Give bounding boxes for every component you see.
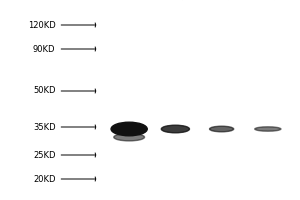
Ellipse shape bbox=[161, 125, 190, 133]
Text: 20μg: 20μg bbox=[176, 0, 197, 1]
Text: 90KD: 90KD bbox=[33, 45, 56, 53]
Text: 25KD: 25KD bbox=[33, 150, 56, 160]
Ellipse shape bbox=[114, 133, 145, 141]
Text: 50KD: 50KD bbox=[33, 86, 56, 95]
Text: 35KD: 35KD bbox=[33, 122, 56, 132]
Text: 20KD: 20KD bbox=[33, 174, 56, 184]
Text: 10μg: 10μg bbox=[222, 0, 243, 1]
Text: 120KD: 120KD bbox=[28, 21, 56, 29]
Ellipse shape bbox=[255, 127, 281, 131]
Ellipse shape bbox=[210, 126, 234, 132]
Text: 5μg: 5μg bbox=[268, 0, 285, 1]
Text: 40μg: 40μg bbox=[129, 0, 150, 1]
Ellipse shape bbox=[111, 122, 147, 136]
